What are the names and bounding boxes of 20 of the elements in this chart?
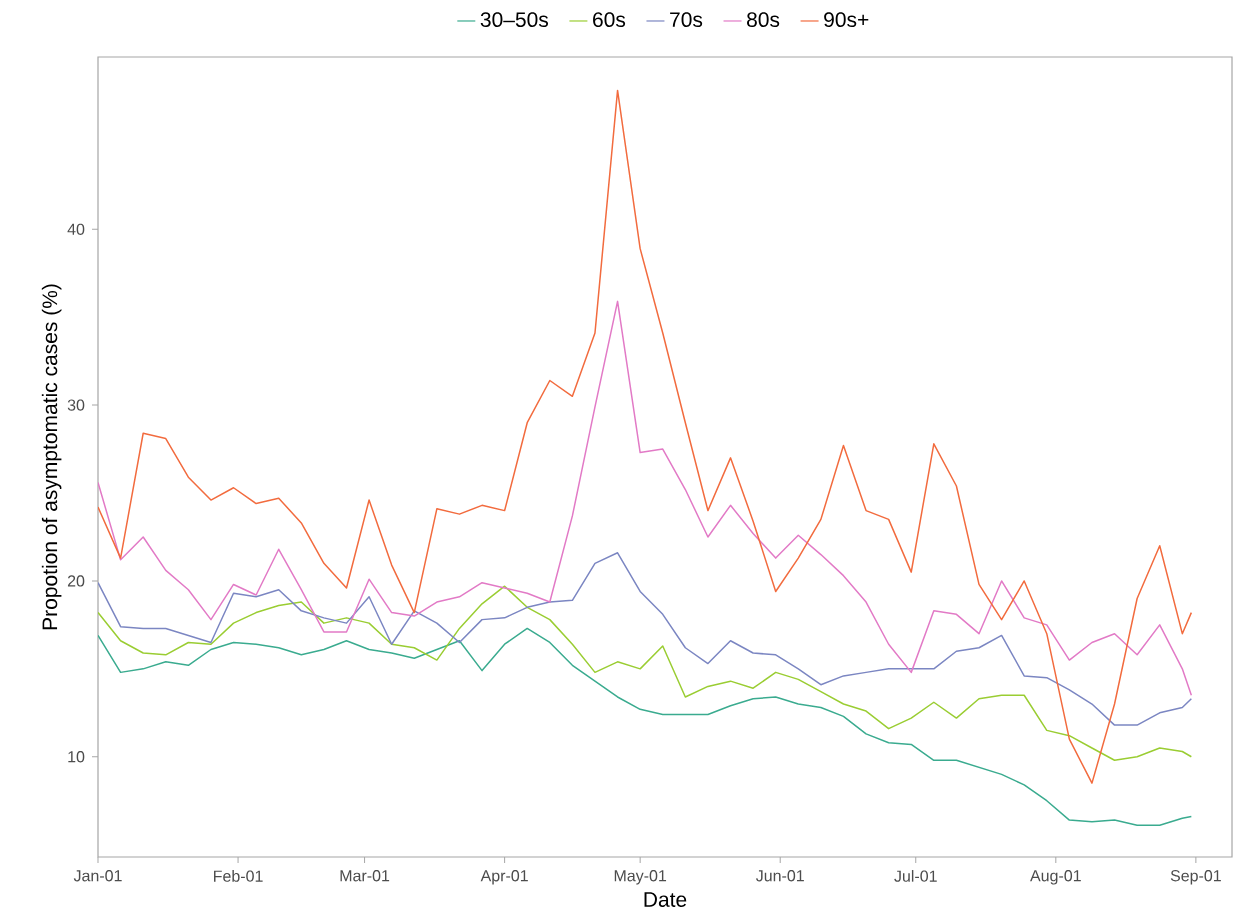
y-axis-title: Propotion of asymptomatic cases (%) [41, 284, 62, 630]
x-tick-label: Sep-01 [1170, 870, 1221, 885]
legend-label: 70s [670, 12, 703, 28]
y-tick-label: 30 [67, 399, 85, 411]
x-tick-label: May-01 [614, 870, 667, 885]
y-tick-label: 20 [67, 575, 85, 587]
x-tick-label: Jan-01 [73, 870, 122, 882]
x-tick-label: Jul-01 [894, 870, 937, 882]
x-tick-label: Jun-01 [756, 870, 804, 882]
y-tick-label: 40 [67, 223, 85, 235]
legend-label: 30–50s [480, 12, 549, 28]
legend-label: 60s [593, 12, 626, 28]
x-axis-title: Date [644, 892, 687, 907]
x-tick-label: Feb-01 [214, 870, 263, 882]
x-tick-label: Mar-01 [340, 870, 390, 882]
x-tick-label: Aug-01 [1030, 870, 1081, 885]
legend-label: 80s [747, 12, 780, 28]
x-tick-label: Apr-01 [480, 870, 528, 885]
y-tick-label: 10 [68, 751, 85, 763]
legend-label: 90s+ [824, 12, 869, 28]
